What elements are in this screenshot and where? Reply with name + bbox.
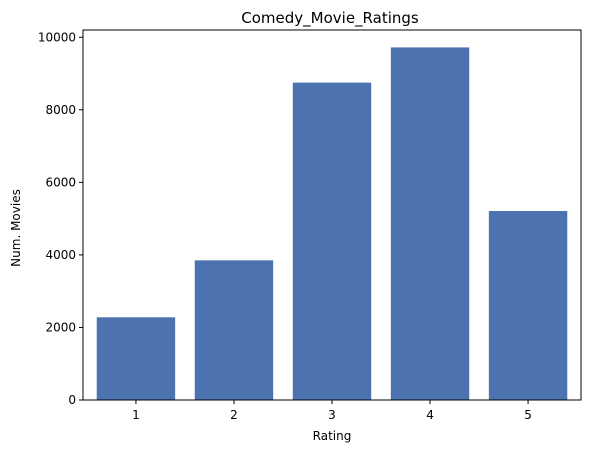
y-tick-label: 0 [68, 393, 76, 407]
y-tick-label: 6000 [45, 175, 76, 189]
y-tick-label: 10000 [38, 30, 76, 44]
y-axis: 0 2000 4000 6000 8000 10000 [38, 30, 83, 407]
x-axis: 1 2 3 4 5 [132, 400, 532, 422]
y-tick-label: 2000 [45, 320, 76, 334]
bar-rating-3 [293, 83, 371, 400]
x-tick-label: 4 [426, 408, 434, 422]
y-tick-label: 8000 [45, 103, 76, 117]
bars-group [97, 47, 568, 400]
bar-rating-4 [391, 47, 469, 400]
bar-rating-2 [195, 260, 273, 400]
bar-rating-5 [489, 211, 567, 400]
x-tick-label: 1 [132, 408, 140, 422]
x-tick-label: 3 [328, 408, 336, 422]
y-tick-label: 4000 [45, 248, 76, 262]
x-tick-label: 5 [524, 408, 532, 422]
x-axis-label: Rating [313, 429, 352, 443]
chart-title: Comedy_Movie_Ratings [241, 9, 419, 28]
x-tick-label: 2 [230, 408, 238, 422]
bar-rating-1 [97, 317, 175, 400]
y-axis-label: Num. Movies [9, 189, 23, 267]
